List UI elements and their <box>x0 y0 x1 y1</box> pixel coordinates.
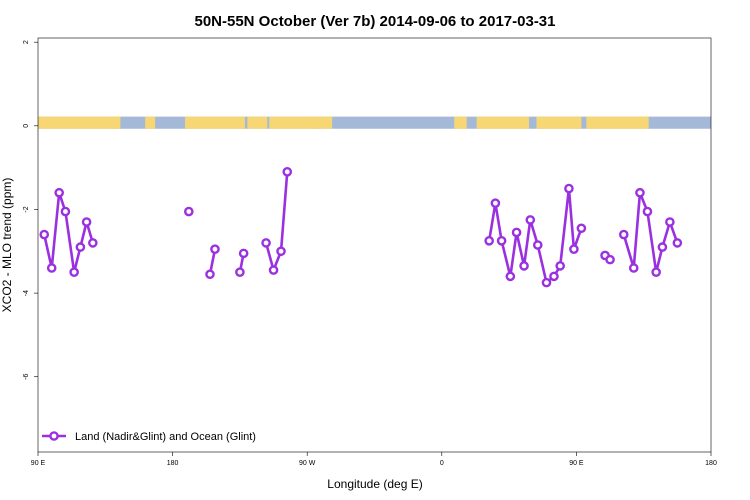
x-tick-label: 180 <box>167 460 179 467</box>
data-point <box>235 267 245 277</box>
land-segment <box>586 116 649 129</box>
data-point <box>505 271 516 282</box>
data-point <box>665 217 675 227</box>
x-tick-label: 90 E <box>31 460 46 467</box>
legend: Land (Nadir&Glint) and Ocean (Glint) <box>42 431 256 443</box>
data-point <box>39 229 50 240</box>
land-segment <box>145 116 156 129</box>
data-point <box>525 215 536 225</box>
land-segment <box>454 116 467 129</box>
data-point <box>88 238 98 248</box>
x-tick-label: 90 E <box>569 460 584 467</box>
data-point <box>532 240 543 250</box>
land-segment <box>115 116 121 129</box>
data-point <box>511 227 522 238</box>
land-segment <box>185 116 245 129</box>
land-ocean-band <box>38 116 711 129</box>
data-point <box>605 254 615 265</box>
data-point <box>642 206 653 217</box>
land-segment <box>247 116 268 129</box>
data-point <box>69 267 79 277</box>
data-point <box>282 167 293 177</box>
data-point <box>75 242 86 252</box>
series-layer <box>39 167 683 288</box>
legend-marker-swatch <box>49 431 59 441</box>
data-point <box>210 244 220 254</box>
axes-layer: 90 E 180 90 W 0 90 E 180 2 0 -2 -4 -6 <box>23 40 717 467</box>
data-point <box>651 267 661 277</box>
land-segment <box>476 116 530 129</box>
data-point <box>519 261 529 271</box>
data-point <box>54 187 64 198</box>
land-segment <box>314 116 333 129</box>
data-point <box>276 246 286 257</box>
series-line <box>42 191 95 274</box>
data-point <box>672 238 683 248</box>
data-point <box>541 277 552 288</box>
data-point <box>657 242 668 252</box>
series-line <box>622 191 679 274</box>
x-tick-label: 180 <box>705 460 717 467</box>
data-point <box>205 269 215 280</box>
land-segment <box>536 116 582 129</box>
y-tick-label: 0 <box>23 124 30 128</box>
y-tick-label: 2 <box>23 40 30 44</box>
y-tick-label: -4 <box>23 290 30 296</box>
series-line <box>487 187 583 284</box>
data-point <box>268 265 279 275</box>
data-point <box>576 223 587 234</box>
data-point <box>490 198 501 208</box>
data-point <box>184 206 194 217</box>
data-point <box>635 187 645 198</box>
data-point <box>496 236 507 246</box>
chart-title: 50N-55N October (Ver 7b) 2014-09-06 to 2… <box>194 13 555 30</box>
data-point <box>60 206 71 217</box>
data-point <box>555 261 565 271</box>
y-tick-label: -2 <box>23 206 30 212</box>
data-point <box>81 217 92 227</box>
data-point <box>569 244 579 254</box>
legend-label: Land (Nadir&Glint) and Ocean (Glint) <box>75 431 256 443</box>
x-tick-label: 0 <box>440 460 444 467</box>
data-point <box>564 183 574 194</box>
land-segment <box>269 116 318 129</box>
data-point <box>238 248 249 259</box>
x-tick-label: 90 W <box>299 460 316 467</box>
land-segment <box>38 116 121 129</box>
data-point <box>46 263 57 273</box>
y-axis-label: XCO2 - MLO trend (ppm) <box>0 178 14 313</box>
series-line <box>264 171 289 272</box>
y-tick-label: -6 <box>23 374 30 380</box>
data-point <box>549 271 559 282</box>
plot-frame <box>37 37 712 453</box>
data-point <box>484 236 494 246</box>
x-axis-label: Longitude (deg E) <box>327 477 422 491</box>
data-point <box>628 263 639 273</box>
data-point <box>261 238 271 248</box>
data-point <box>618 229 629 240</box>
